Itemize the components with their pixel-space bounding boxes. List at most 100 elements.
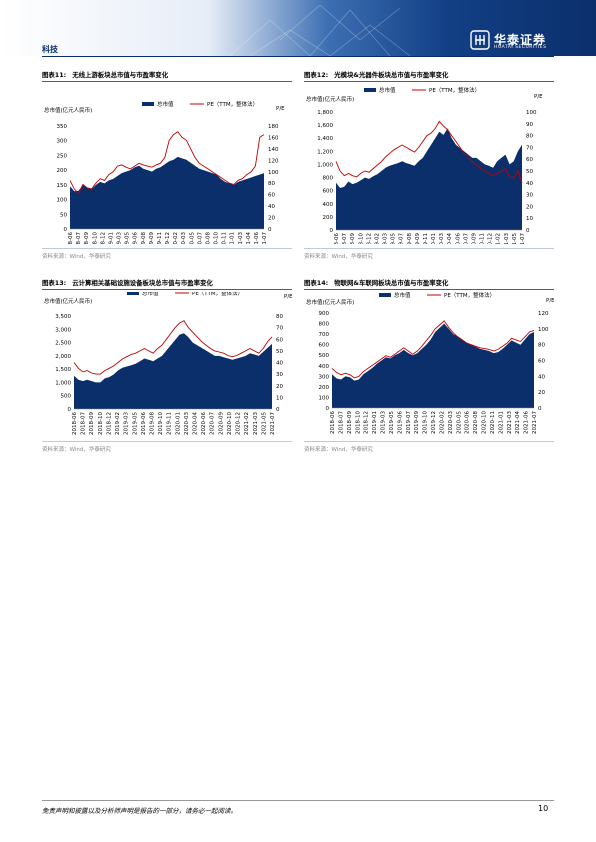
right-tick-label: 20	[526, 204, 533, 210]
figure-number: 图表12:	[304, 71, 329, 79]
x-tick-label: 2020-09	[471, 233, 477, 244]
x-tick-label: 2020-04	[447, 233, 453, 244]
x-tick-label: 2021-07	[270, 412, 276, 435]
x-tick-label: 2019-06	[133, 232, 139, 244]
right-tick-label: 120	[538, 311, 549, 317]
x-tick-label: 2021-07	[520, 233, 526, 244]
left-tick-label: 50	[60, 212, 67, 218]
right-tick-label: 70	[276, 326, 283, 332]
x-tick-label: 2019-03	[117, 232, 123, 244]
left-tick-label: 300	[57, 139, 68, 145]
figure-bottom-rule	[42, 441, 292, 442]
logo-text-cn: 华泰证券	[494, 33, 547, 47]
x-tick-label: 2019-09	[414, 411, 420, 434]
figure-12: 图表12: 光模块&光器件板块总市值与市盈率变化 总市值 PE（TTM，整体法） 总市…	[304, 70, 554, 260]
x-tick-label: 2019-09	[149, 232, 155, 244]
right-tick-label: 40	[268, 204, 275, 210]
right-tick-label: 20	[268, 216, 275, 222]
x-tick-label: 2020-08	[473, 411, 479, 434]
chart-figure-11: 总市值 PE（TTM，整体法）总市值(亿元人民币) P/E0501001502002…	[44, 100, 285, 244]
x-tick-label: 2019-12	[165, 232, 171, 244]
header-banner	[0, 0, 596, 57]
right-tick-label: 40	[276, 361, 283, 367]
right-tick-label: 40	[526, 181, 533, 187]
x-tick-label: 2019-06	[141, 412, 147, 435]
x-tick-label: 2020-10	[214, 232, 220, 244]
x-tick-label: 2019-10	[423, 411, 429, 434]
figure-rule	[42, 81, 292, 82]
x-tick-label: 2018-09	[84, 232, 90, 244]
right-axis-label: P/E	[534, 94, 543, 100]
x-tick-label: 2021-03	[504, 233, 510, 244]
figure-bottom-rule	[304, 248, 554, 249]
x-tick-label: 2020-06	[201, 412, 207, 435]
pe-line	[73, 320, 273, 375]
right-tick-label: 0	[276, 407, 280, 413]
x-tick-label: 2020-04	[193, 412, 199, 435]
left-axis-label: 总市值(亿元人民币)	[306, 298, 354, 306]
left-tick-label: 200	[323, 215, 334, 221]
left-tick-label: 0	[330, 228, 334, 234]
left-tick-label: 3,500	[55, 314, 71, 320]
right-tick-label: 60	[538, 359, 545, 365]
chart-figure-12: 总市值 PE（TTM，整体法）总市值(亿元人民币) P/E0200400600800…	[306, 86, 543, 244]
logo-text-en: HUATAI SECURITIES	[494, 45, 547, 50]
x-tick-label: 2021-03	[507, 411, 513, 434]
x-tick-label: 2018-12	[366, 233, 372, 244]
figure-caption: 无线上游板块总市值与市盈率变化	[72, 71, 169, 79]
x-tick-label: 2020-03	[181, 232, 187, 244]
x-tick-label: 2019-03	[383, 233, 389, 244]
x-tick-label: 2018-10	[358, 233, 364, 244]
pe-line	[335, 120, 523, 183]
figure-caption: 云计算相关基础设施设备板块总市值与市盈率变化	[72, 279, 213, 287]
figure-source: 资料来源：Wind，华泰研究	[304, 447, 373, 453]
x-tick-label: 2019-05	[125, 232, 131, 244]
x-tick-label: 2019-03	[381, 411, 387, 434]
x-tick-label: 2020-12	[236, 412, 242, 435]
x-tick-label: 2020-11	[222, 232, 228, 244]
x-tick-label: 2019-11	[167, 412, 173, 435]
figure-title: 图表13: 云计算相关基础设施设备板块总市值与市盈率变化	[42, 278, 292, 287]
figure-13: 图表13: 云计算相关基础设施设备板块总市值与市盈率变化 总市值 PE（TTM，整体…	[42, 278, 292, 463]
right-tick-label: 90	[526, 122, 533, 128]
right-tick-label: 180	[268, 124, 279, 130]
legend-area-label: 总市值	[379, 86, 396, 94]
left-axis-label: 总市值(亿元人民币)	[306, 95, 354, 103]
x-tick-label: 2018-12	[100, 232, 106, 244]
legend-area-swatch	[127, 292, 139, 295]
footer-disclaimer: 免责声明和披露以及分析师声明是报告的一部分，请务必一起阅读。	[42, 807, 237, 815]
legend-area-swatch	[379, 293, 391, 297]
right-axis-label: P/E	[276, 106, 285, 112]
right-tick-label: 60	[276, 337, 283, 343]
left-tick-label: 1,200	[317, 149, 333, 155]
x-tick-label: 2018-07	[76, 232, 82, 244]
x-tick-label: 2021-07	[262, 232, 268, 244]
x-tick-label: 2021-04	[246, 232, 252, 244]
figure-number: 图表14:	[304, 279, 329, 287]
right-tick-label: 50	[526, 169, 533, 175]
header-rule	[42, 56, 554, 57]
left-tick-label: 1,500	[55, 367, 71, 373]
x-tick-label: 2019-05	[132, 412, 138, 435]
market-cap-area	[336, 128, 522, 230]
x-tick-label: 2019-06	[397, 411, 403, 434]
left-tick-label: 150	[57, 183, 68, 189]
right-tick-label: 100	[538, 327, 549, 333]
x-tick-label: 2019-05	[391, 233, 397, 244]
x-tick-label: 2019-11	[423, 233, 429, 244]
x-tick-label: 2021-06	[254, 232, 260, 244]
x-tick-label: 2020-03	[448, 411, 454, 434]
left-tick-label: 3,000	[55, 327, 71, 333]
figure-number: 图表13:	[42, 279, 67, 287]
right-tick-label: 0	[538, 406, 542, 412]
right-tick-label: 160	[268, 135, 279, 141]
left-axis-label: 总市值(亿元人民币)	[44, 106, 92, 114]
left-tick-label: 100	[57, 198, 68, 204]
right-tick-label: 60	[526, 157, 533, 163]
x-tick-label: 2018-07	[338, 411, 344, 434]
chart-figure-13: 总市值 PE（TTM，整体法）总市值(亿元人民币)P/E05001,0001,50…	[44, 292, 292, 435]
x-tick-label: 2018-09	[347, 411, 353, 434]
x-tick-label: 2019-05	[389, 411, 395, 434]
x-tick-label: 2019-03	[124, 412, 130, 435]
right-tick-label: 0	[526, 228, 530, 234]
